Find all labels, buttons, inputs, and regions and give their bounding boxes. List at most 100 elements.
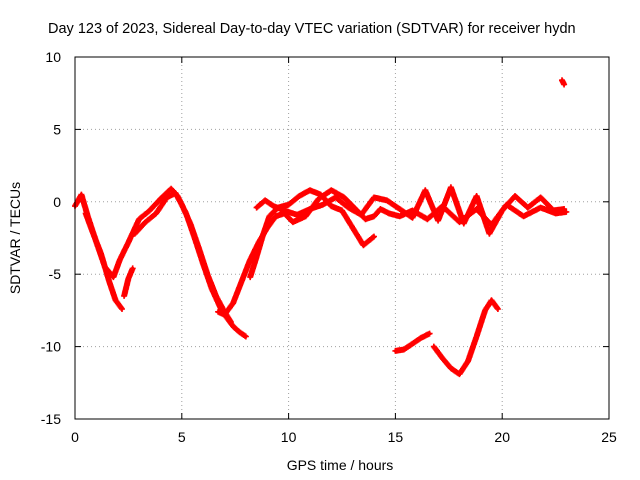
data-point [387,211,391,215]
data-point [107,279,111,284]
data-point [402,347,406,352]
data-point [90,229,94,233]
data-point [521,214,526,218]
data-point [474,194,479,198]
data-point [398,214,402,218]
data-point [248,275,252,279]
data-point [111,275,116,279]
plot-frame [74,56,610,420]
data-point [319,192,323,197]
data-point [372,234,376,239]
data-point [363,217,368,221]
y-tick-label: 0 [53,194,61,210]
data-point [287,203,291,207]
data-point [131,266,135,271]
data-point [483,308,487,312]
data-series [72,77,570,378]
series-satellite-track-8 [392,330,433,354]
data-point [120,307,124,311]
data-point [419,336,423,340]
data-point [254,255,259,259]
data-point [267,214,271,218]
data-point [449,185,453,189]
data-point [436,219,440,223]
series-satellite-track-6 [247,187,377,281]
y-axis-label: SDTVAR / TECUs [7,182,23,294]
data-point [291,220,295,224]
data-point [297,194,301,198]
data-point [308,207,312,211]
marker-trail [559,77,568,88]
data-point [333,195,338,200]
x-tick-label: 15 [388,429,404,445]
data-point [551,208,556,213]
data-point [359,213,363,217]
x-tick-label: 25 [601,429,617,445]
data-point [158,197,163,201]
marker-trail [121,265,136,299]
data-point [126,240,130,244]
data-point [361,243,365,247]
data-point [165,195,169,200]
data-point [410,216,415,220]
y-tick-label: -10 [41,339,61,355]
data-point [449,366,453,370]
data-point [432,345,436,349]
data-point [118,258,122,262]
grid [75,57,609,419]
series-satellite-track-5 [215,187,570,318]
y-tick-label: -5 [49,266,62,282]
data-point [427,331,432,336]
data-point [425,217,430,221]
x-tick-label: 0 [71,429,79,445]
data-point [329,188,333,192]
data-point [248,258,252,262]
data-point [274,214,278,218]
data-point [474,334,479,339]
data-point [410,342,415,346]
data-point [261,233,265,237]
data-point [148,208,152,213]
data-point [205,272,210,276]
data-point [222,313,227,317]
data-point [133,232,137,236]
x-tick-label: 20 [494,429,510,445]
series-satellite-track-3 [121,265,136,299]
data-point [84,211,88,215]
data-point [440,356,444,360]
data-point [180,203,184,207]
data-point [564,210,568,214]
data-point [237,330,242,334]
data-point [378,207,383,211]
series-satellite-track-2 [82,210,125,312]
data-point [487,232,491,236]
data-point [316,197,321,201]
data-point [457,372,462,376]
data-point [122,294,126,298]
data-point [240,279,244,284]
y-tick-label: -15 [41,411,61,427]
data-point [489,298,494,302]
data-point [500,208,504,213]
data-point [216,310,220,314]
x-tick-label: 5 [178,429,186,445]
data-point [398,207,402,211]
data-point [466,359,470,363]
series-satellite-track-10 [559,77,568,88]
data-point [329,204,333,208]
series-satellite-track-7 [253,184,568,237]
data-point [351,226,355,230]
data-point [308,188,312,192]
data-point [346,205,351,210]
data-point [513,194,517,198]
data-point [562,207,566,211]
data-point [143,220,148,224]
x-axis-label: GPS time / hours [287,457,394,473]
data-point [254,205,259,210]
data-point [231,301,235,305]
data-point [539,205,543,210]
data-point [231,324,235,328]
data-point [126,276,130,281]
data-point [244,334,248,339]
series-satellite-track-9 [430,297,501,378]
